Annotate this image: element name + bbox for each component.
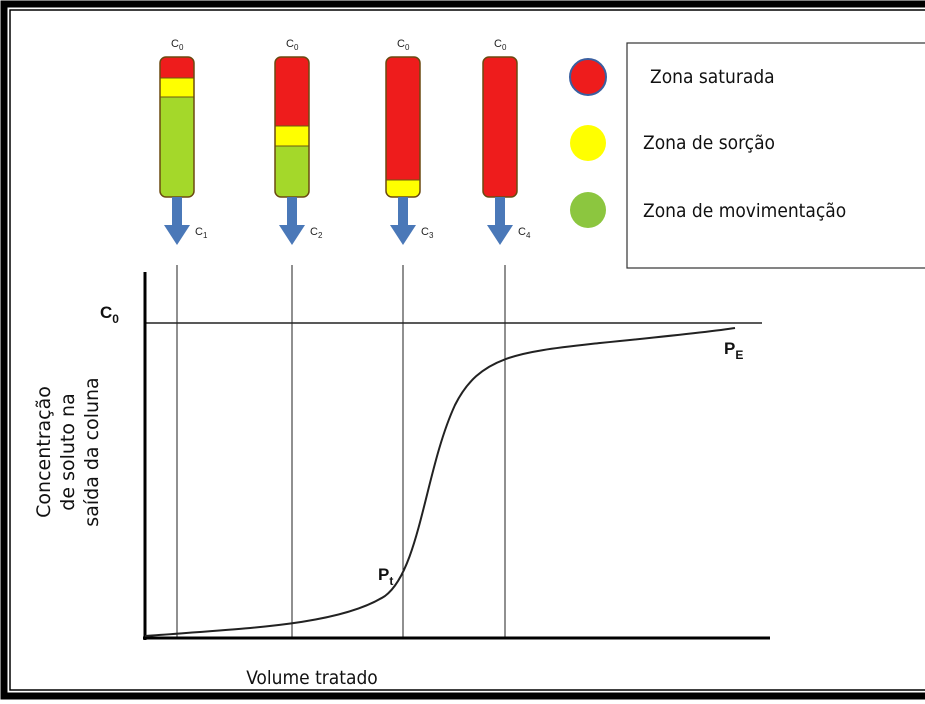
zone-movement — [160, 97, 194, 197]
zone-saturated — [483, 57, 517, 197]
c0-label: C0 — [100, 303, 119, 326]
arrow — [390, 197, 416, 245]
column — [483, 57, 517, 197]
label-sub: 4 — [526, 231, 531, 240]
label-base: C — [195, 226, 203, 238]
label-base: C — [397, 38, 405, 50]
x-label: Volume tratado — [246, 667, 378, 689]
label-sub: 0 — [179, 43, 184, 52]
legend-swatch — [570, 125, 606, 161]
legend-label: Zona de movimentação — [643, 200, 846, 222]
label-sub: 0 — [112, 312, 119, 326]
column-label: C0 — [171, 38, 184, 52]
label-base: P — [724, 339, 735, 358]
legend-label: Zona saturada — [650, 66, 775, 88]
inner-frame — [9, 9, 925, 691]
label-sub: 2 — [318, 231, 323, 240]
zone-saturated — [160, 57, 194, 78]
label-sub: t — [389, 574, 393, 588]
graph: C0 Pt PE Concentração de soluto na saída… — [33, 265, 770, 689]
label-base: C — [286, 38, 294, 50]
column-label: C0 — [494, 38, 507, 52]
label-sub: 1 — [203, 231, 208, 240]
zone-saturated — [275, 57, 309, 126]
pt-label: Pt — [378, 565, 393, 588]
zone-sorption — [275, 126, 309, 146]
label-base: C — [518, 226, 526, 238]
column-label: C1 — [195, 226, 208, 240]
legend-box — [626, 42, 925, 269]
label-base: C — [421, 226, 429, 238]
arrow — [487, 197, 513, 245]
label-base: C — [100, 303, 112, 322]
column — [275, 57, 309, 197]
label-base: C — [171, 38, 179, 50]
breakthrough-curve — [144, 327, 736, 637]
y-label-line: Concentração — [33, 386, 55, 518]
legend-label: Zona de sorção — [643, 132, 775, 154]
label-sub: 3 — [429, 231, 434, 240]
label-sub: 0 — [502, 43, 507, 52]
arrow — [279, 197, 305, 245]
label-base: C — [310, 226, 318, 238]
column — [160, 57, 194, 197]
zone-movement — [275, 146, 309, 197]
column-label: C0 — [397, 38, 410, 52]
legend-swatch — [569, 58, 607, 96]
column-label: C4 — [518, 226, 531, 240]
zone-saturated — [386, 57, 420, 180]
arrow — [164, 197, 190, 245]
label-base: P — [378, 565, 389, 584]
label-base: C — [494, 38, 502, 50]
label-sub: 0 — [405, 43, 410, 52]
legend-swatch — [570, 192, 606, 228]
zone-sorption — [160, 78, 194, 97]
column-label: C3 — [421, 226, 434, 240]
y-label-line: de soluto na — [57, 393, 79, 510]
column-label: C0 — [286, 38, 299, 52]
pe-label: PE — [724, 339, 743, 362]
y-label-line: saída da coluna — [81, 377, 103, 526]
column-label: C2 — [310, 226, 323, 240]
label-sub: E — [735, 348, 743, 362]
zone-sorption — [386, 180, 420, 197]
label-sub: 0 — [294, 43, 299, 52]
column — [386, 57, 420, 197]
y-label: Concentração de soluto na saída da colun… — [33, 377, 103, 526]
